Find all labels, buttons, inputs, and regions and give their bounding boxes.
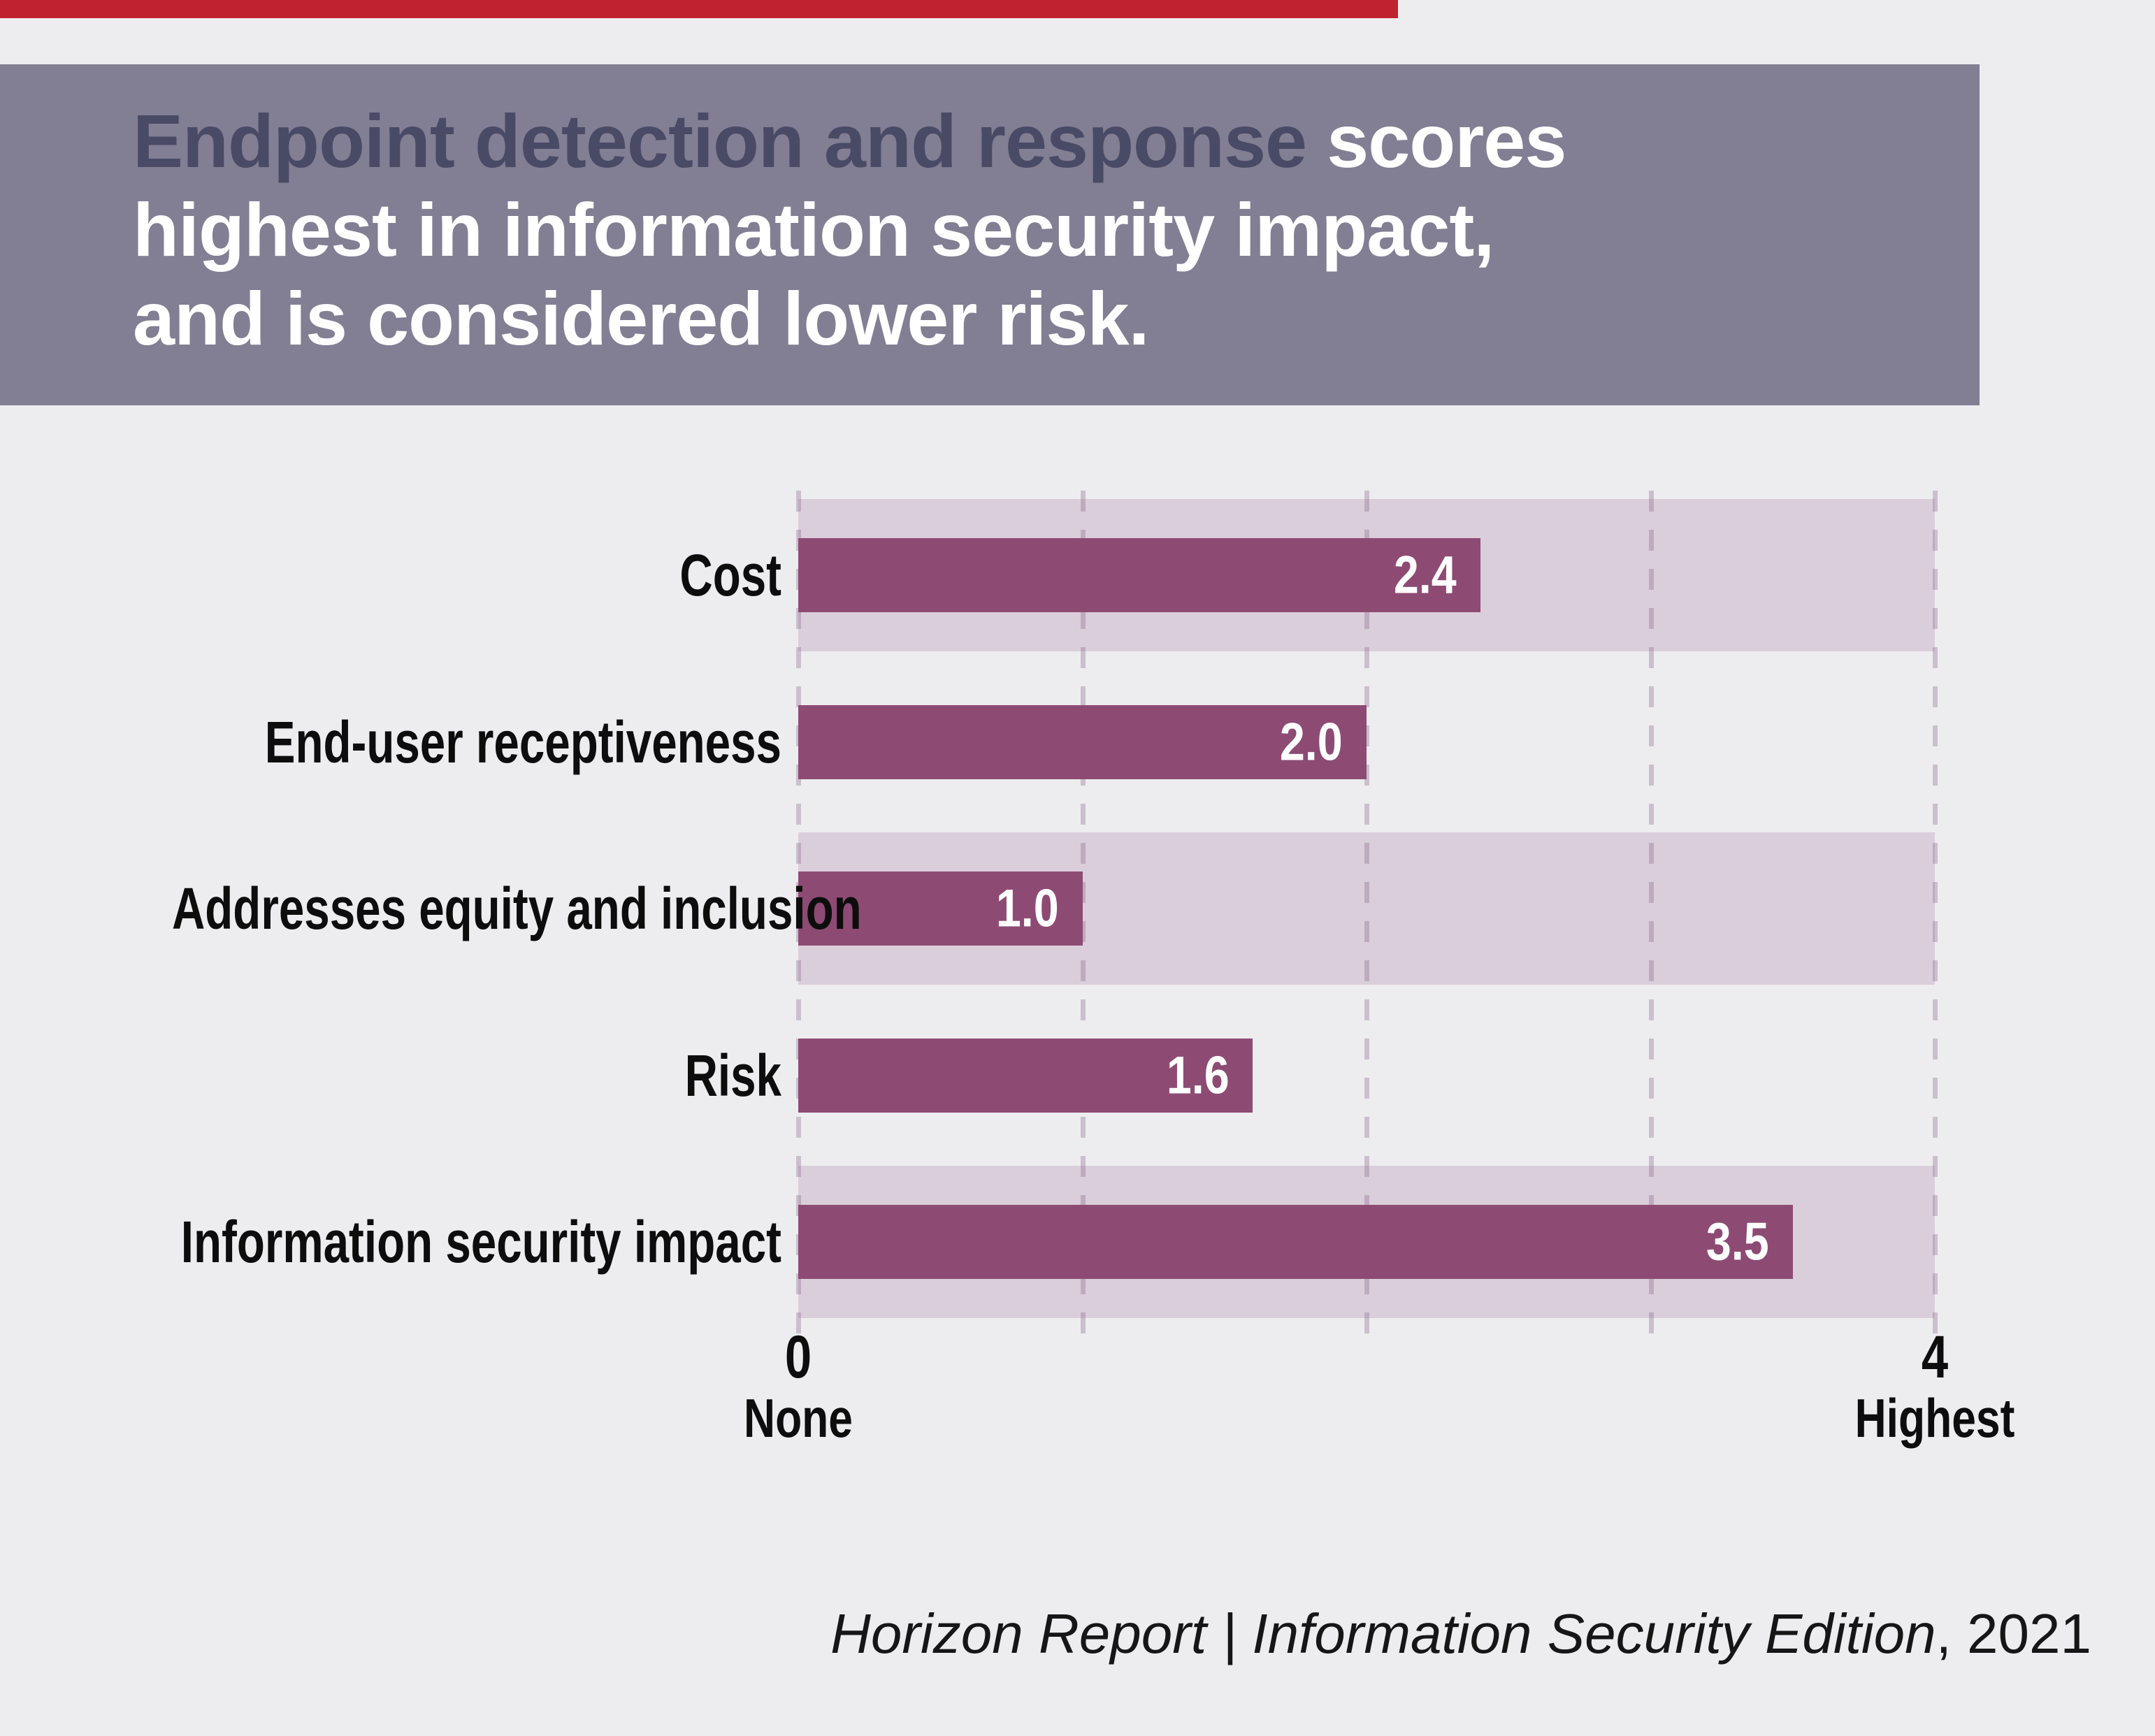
x-axis-label-highest: Highest <box>1854 1387 2015 1449</box>
category-label-2: Addresses equity and inclusion <box>171 876 862 941</box>
category-label-3: Risk <box>684 1042 781 1108</box>
x-axis-tick-max: 4 <box>1921 1324 1949 1391</box>
bar-0: 2.4 <box>798 538 1480 612</box>
x-axis-tick-min: 0 <box>784 1324 812 1391</box>
bar-value-label-4: 3.5 <box>1706 1212 1769 1272</box>
title-line-1: Endpoint detection and response scores <box>133 96 1980 185</box>
bar-value-label-2: 1.0 <box>995 878 1059 939</box>
title-line-2: highest in information security impact, <box>133 187 1494 272</box>
bar-1: 2.0 <box>798 704 1367 779</box>
page-title: Endpoint detection and response scores h… <box>133 96 1980 363</box>
figure-credit-title: Horizon Report | Information Security Ed… <box>830 1603 1936 1665</box>
title-line-1-rest: scores <box>1306 99 1566 183</box>
bar-value-label-1: 2.0 <box>1280 712 1343 772</box>
top-red-accent-bar <box>0 0 1398 18</box>
bar-3: 1.6 <box>798 1038 1253 1113</box>
bar-value-label-0: 2.4 <box>1393 545 1457 605</box>
bar-2: 1.0 <box>798 871 1083 946</box>
bar-chart-plot-area: 2.4 2.0 1.0 1.6 3.5 <box>796 491 1938 1343</box>
title-line-3: and is considered lower risk. <box>133 276 1150 361</box>
title-emphasis: Endpoint detection and response <box>133 99 1307 183</box>
x-axis-label-none: None <box>744 1387 853 1449</box>
gridline-x-1 <box>1080 491 1086 1343</box>
gridline-x-2 <box>1364 491 1369 1343</box>
figure-credit-year: , 2021 <box>1936 1603 2091 1665</box>
category-label-4: Information security impact <box>180 1209 782 1275</box>
gridline-x-3 <box>1648 491 1654 1343</box>
category-label-0: Cost <box>679 542 781 608</box>
title-panel: Endpoint detection and response scores h… <box>0 64 1980 405</box>
figure-credit: Horizon Report | Information Security Ed… <box>830 1602 2091 1666</box>
bar-value-label-3: 1.6 <box>1166 1046 1230 1105</box>
category-label-1: End-user receptiveness <box>264 709 781 775</box>
bar-4: 3.5 <box>798 1205 1793 1279</box>
gridline-x-4 <box>1933 491 1938 1343</box>
